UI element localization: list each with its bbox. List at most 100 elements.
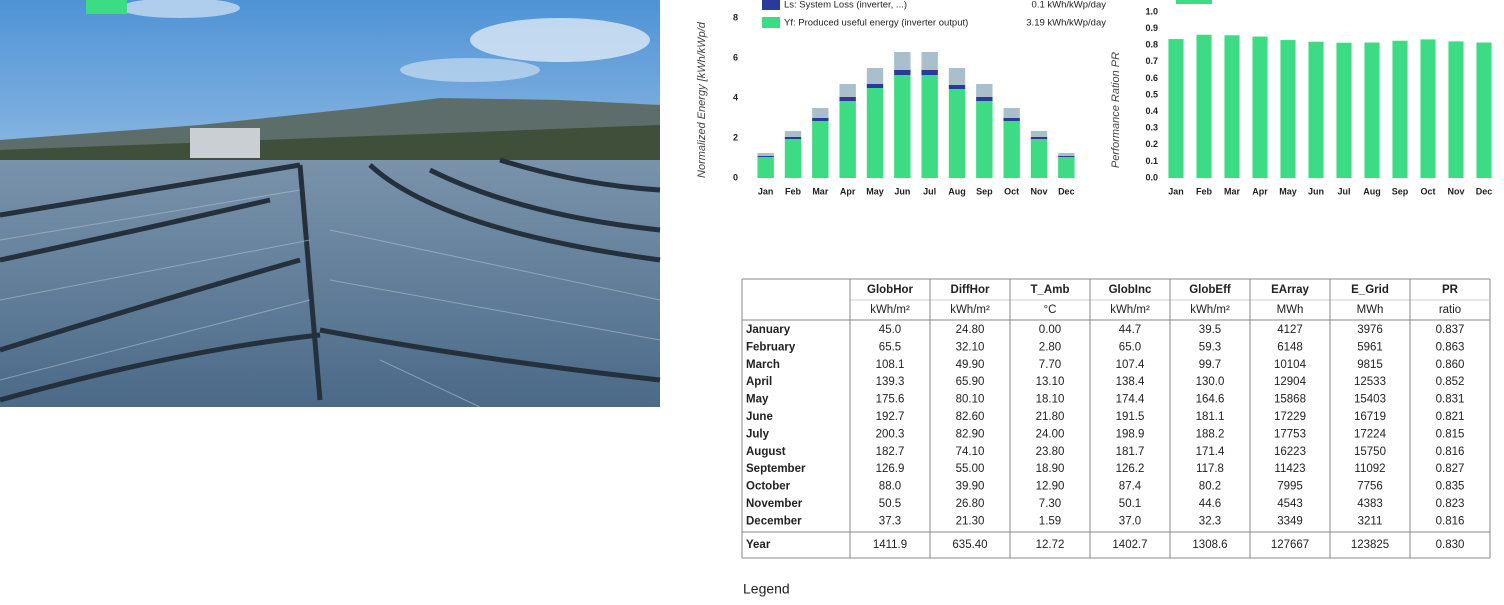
table-cell: 4383 bbox=[1357, 498, 1383, 510]
table-cell: 32.10 bbox=[956, 341, 985, 353]
column-unit: kWh/m² bbox=[1190, 304, 1230, 316]
bar-segment bbox=[1058, 157, 1075, 178]
x-tick-label: Jun bbox=[894, 186, 910, 196]
row-label: November bbox=[746, 498, 803, 510]
x-tick-label: Apr bbox=[840, 186, 856, 196]
table-cell: 6148 bbox=[1277, 341, 1303, 353]
table-cell: 117.8 bbox=[1196, 463, 1224, 475]
bar-segment bbox=[894, 75, 911, 178]
table-cell: 99.7 bbox=[1199, 359, 1221, 371]
bar bbox=[1196, 34, 1212, 178]
legend-value: 0.1 kWh/kWp/day bbox=[1032, 0, 1107, 11]
table-cell: 50.5 bbox=[879, 498, 901, 510]
x-tick-label: Jul bbox=[1337, 186, 1350, 196]
table-cell: 16719 bbox=[1354, 411, 1386, 423]
column-unit: kWh/m² bbox=[1110, 304, 1150, 316]
table-cell: 0.827 bbox=[1436, 463, 1465, 475]
row-label: June bbox=[746, 411, 773, 423]
row-label: February bbox=[746, 341, 796, 353]
table-cell: 50.1 bbox=[1119, 498, 1141, 510]
y-tick-label: 0.4 bbox=[1145, 106, 1158, 116]
table-cell: 181.1 bbox=[1196, 411, 1225, 423]
table-cell: 59.3 bbox=[1199, 341, 1221, 353]
bar-segment bbox=[1030, 139, 1048, 178]
bar-segment bbox=[948, 68, 966, 85]
y-tick-label: 0.9 bbox=[1145, 23, 1158, 33]
bar bbox=[1476, 42, 1492, 178]
row-label: January bbox=[746, 324, 791, 336]
column-header: DiffHor bbox=[951, 284, 990, 296]
column-header: PR bbox=[1442, 284, 1459, 296]
x-tick-label: May bbox=[1279, 186, 1297, 196]
x-tick-label: Jan bbox=[1168, 186, 1184, 196]
table-cell: 23.80 bbox=[1036, 446, 1065, 458]
bar-segment bbox=[921, 52, 938, 70]
table-cell: 200.3 bbox=[876, 428, 905, 440]
x-tick-label: Oct bbox=[1420, 186, 1435, 196]
table-cell: 39.5 bbox=[1199, 324, 1221, 336]
table-cell: 108.1 bbox=[876, 359, 905, 371]
bar bbox=[1308, 41, 1324, 178]
bar-segment bbox=[1030, 137, 1048, 139]
table-cell: 127667 bbox=[1271, 539, 1309, 551]
legend-value: 3.19 kWh/kWp/day bbox=[1026, 18, 1106, 29]
table-cell: 82.90 bbox=[956, 428, 985, 440]
table-cell: 126.9 bbox=[876, 463, 905, 475]
table-cell: 0.835 bbox=[1436, 481, 1465, 493]
table-cell: 65.0 bbox=[1119, 341, 1141, 353]
row-label: May bbox=[746, 394, 769, 406]
table-cell: 182.7 bbox=[876, 446, 905, 458]
bar-segment bbox=[866, 68, 884, 84]
table-cell: 0.863 bbox=[1436, 341, 1465, 353]
table-cell: 12533 bbox=[1354, 376, 1386, 388]
column-unit: kWh/m² bbox=[870, 304, 910, 316]
bar-segment bbox=[784, 139, 802, 178]
table-cell: 181.7 bbox=[1116, 446, 1145, 458]
table-cell: 21.30 bbox=[956, 515, 985, 527]
x-tick-label: Sep bbox=[976, 186, 993, 196]
x-tick-label: Feb bbox=[785, 186, 802, 196]
y-tick-label: 0.2 bbox=[1145, 139, 1158, 149]
bar bbox=[1168, 39, 1184, 178]
legend-heading: Legend bbox=[743, 581, 790, 597]
table-cell: 3976 bbox=[1357, 324, 1383, 336]
table-cell: 74.10 bbox=[956, 446, 985, 458]
table-cell: 17753 bbox=[1274, 428, 1306, 440]
table-cell: 1411.9 bbox=[873, 539, 907, 551]
x-tick-label: Aug bbox=[948, 186, 966, 196]
bar-segment bbox=[1003, 118, 1020, 121]
bar bbox=[1392, 40, 1408, 178]
table-cell: 44.6 bbox=[1199, 498, 1221, 510]
table-cell: 12.72 bbox=[1036, 539, 1065, 551]
table-cell: 11423 bbox=[1274, 463, 1305, 475]
row-label: August bbox=[746, 446, 786, 458]
table-cell: 0.837 bbox=[1436, 324, 1465, 336]
bar-segment bbox=[948, 89, 966, 178]
table-cell: 12.90 bbox=[1036, 481, 1065, 493]
bar-segment bbox=[812, 118, 829, 121]
table-cell: 138.4 bbox=[1116, 376, 1145, 388]
table-cell: 7.30 bbox=[1039, 498, 1061, 510]
table-cell: 0.816 bbox=[1436, 515, 1465, 527]
y-axis-label: Normalized Energy [kWh/kWp/d bbox=[696, 21, 708, 178]
table-cell: 1402.7 bbox=[1112, 539, 1147, 551]
table-cell: 37.0 bbox=[1119, 515, 1141, 527]
x-tick-label: Dec bbox=[1476, 186, 1493, 196]
y-tick-label: 2 bbox=[733, 132, 738, 142]
table-cell: 175.6 bbox=[876, 394, 905, 406]
column-unit: MWh bbox=[1277, 304, 1304, 316]
x-tick-label: May bbox=[866, 186, 884, 196]
bar bbox=[1252, 36, 1268, 179]
bar bbox=[1280, 40, 1296, 178]
table-cell: 635.40 bbox=[952, 539, 987, 551]
table-cell: 2.80 bbox=[1039, 341, 1061, 353]
bar-segment bbox=[894, 52, 911, 70]
x-tick-label: Jul bbox=[923, 186, 936, 196]
y-tick-label: 0 bbox=[733, 172, 738, 182]
bar-segment bbox=[839, 101, 856, 178]
x-tick-label: Oct bbox=[1004, 186, 1019, 196]
bar-segment bbox=[1003, 108, 1020, 118]
bar-segment bbox=[921, 70, 938, 75]
table-cell: 0.821 bbox=[1436, 411, 1465, 423]
